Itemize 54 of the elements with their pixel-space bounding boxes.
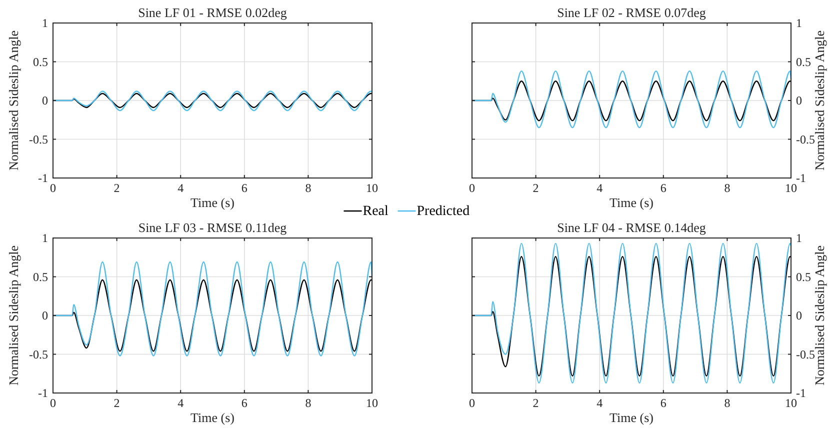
x-tick-label: 2 [114, 396, 120, 410]
y-tick-label: -0.5 [29, 132, 48, 146]
x-tick-label: 2 [532, 396, 539, 410]
y2-tick-label: 0 [796, 308, 802, 322]
y-tick-label: 1 [42, 231, 48, 245]
y-tick-label: 1 [42, 16, 48, 30]
chart-title: Sine LF 02 - RMSE 0.07deg [557, 5, 706, 20]
y-tick-label: 0 [42, 94, 48, 108]
x-tick-label: 6 [660, 396, 666, 410]
y-axis-title: Normalised Sideslip Angle [6, 30, 21, 171]
x-tick-label: 2 [532, 181, 539, 195]
y-tick-label: -1 [38, 171, 48, 185]
y2-tick-label: 1 [796, 16, 802, 30]
y2-tick-label: 1 [796, 231, 802, 245]
x-tick-label: 6 [241, 181, 248, 195]
chart-title: Sine LF 03 - RMSE 0.11deg [138, 220, 288, 235]
chart-title: Sine LF 04 - RMSE 0.14deg [557, 220, 706, 235]
x-tick-label: 6 [660, 181, 666, 195]
x-axis-title: Time (s) [190, 195, 234, 210]
y2-tick-label: 0.5 [796, 270, 811, 284]
y-tick-label: 0.5 [33, 270, 48, 284]
x-tick-label: 8 [305, 181, 312, 195]
x-tick-label: 10 [366, 396, 378, 410]
x-tick-label: 8 [724, 396, 730, 410]
x-axis-title: Time (s) [190, 410, 234, 425]
x-tick-label: 4 [178, 396, 184, 410]
x-tick-label: 8 [724, 181, 730, 195]
y2-tick-label: -1 [796, 171, 806, 185]
y-tick-label: 0.5 [33, 54, 48, 69]
x-tick-label: 0 [469, 396, 475, 410]
y-tick-label: -0.5 [29, 347, 48, 362]
x-tick-label: 4 [596, 181, 603, 195]
x-tick-label: 10 [785, 396, 797, 410]
x-tick-label: 4 [178, 181, 184, 195]
x-tick-label: 2 [114, 181, 120, 195]
x-tick-label: 0 [469, 181, 475, 195]
x-axis-title: Time (s) [610, 410, 654, 425]
y-axis-title: Normalised Sideslip Angle [6, 245, 21, 386]
x-tick-label: 6 [241, 396, 248, 410]
x-tick-label: 10 [366, 181, 378, 195]
x-tick-label: 8 [305, 396, 312, 410]
x-tick-label: 4 [596, 396, 603, 410]
chart-title: Sine LF 01 - RMSE 0.02deg [138, 5, 288, 20]
y2-tick-label: 0 [796, 94, 802, 108]
legend-label: Predicted [416, 204, 470, 219]
y2-tick-label: -1 [796, 386, 806, 400]
x-tick-label: 10 [785, 181, 797, 195]
legend-label: Real [362, 204, 389, 219]
y-tick-label: -1 [38, 386, 48, 400]
y2-tick-label: 0.5 [796, 54, 811, 69]
x-axis-title: Time (s) [610, 195, 654, 210]
y-tick-label: 0 [42, 308, 48, 322]
y2-tick-label: -0.5 [796, 347, 815, 362]
y2-tick-label: -0.5 [796, 132, 815, 146]
